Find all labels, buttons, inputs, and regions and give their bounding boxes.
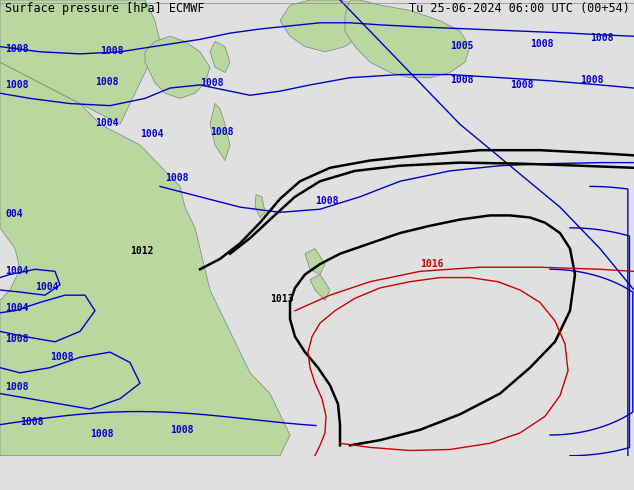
Text: 1008: 1008 — [530, 39, 553, 49]
Polygon shape — [280, 0, 370, 52]
Text: 004: 004 — [5, 210, 23, 220]
Text: 1008: 1008 — [510, 80, 533, 90]
Text: Tu 25-06-2024 06:00 UTC (00+54): Tu 25-06-2024 06:00 UTC (00+54) — [409, 2, 630, 15]
Text: 1016: 1016 — [420, 259, 444, 269]
Polygon shape — [210, 103, 230, 161]
Text: 1008: 1008 — [5, 80, 29, 90]
Text: 1004: 1004 — [95, 119, 119, 128]
Polygon shape — [345, 0, 470, 78]
Text: 1004: 1004 — [35, 282, 58, 292]
Polygon shape — [255, 195, 265, 218]
Text: 1008: 1008 — [165, 173, 188, 183]
Text: 1004: 1004 — [5, 303, 29, 313]
Text: 1008: 1008 — [210, 126, 233, 137]
Text: 1008: 1008 — [50, 352, 74, 363]
Text: 1008: 1008 — [5, 383, 29, 392]
Text: 1004: 1004 — [5, 267, 29, 276]
Text: 1013: 1013 — [270, 294, 294, 304]
Text: 1008: 1008 — [590, 33, 614, 44]
Text: 1008: 1008 — [95, 77, 119, 87]
Polygon shape — [305, 248, 325, 274]
Text: 1008: 1008 — [5, 44, 29, 54]
Text: 1008: 1008 — [100, 46, 124, 56]
Text: Surface pressure [hPa] ECMWF: Surface pressure [hPa] ECMWF — [5, 2, 205, 15]
Polygon shape — [0, 0, 290, 456]
Text: 1008: 1008 — [580, 75, 604, 85]
Text: 1008: 1008 — [90, 429, 113, 439]
Text: 1004: 1004 — [140, 129, 164, 139]
Text: 1008: 1008 — [315, 196, 339, 206]
Text: 1005: 1005 — [450, 41, 474, 50]
Text: 1008: 1008 — [450, 75, 474, 85]
Text: 1012: 1012 — [130, 246, 153, 256]
Text: 1008: 1008 — [200, 78, 224, 88]
Text: 1008: 1008 — [20, 416, 44, 427]
Text: 1008: 1008 — [5, 334, 29, 344]
Polygon shape — [0, 0, 160, 124]
Polygon shape — [310, 274, 330, 300]
Polygon shape — [210, 42, 230, 73]
Polygon shape — [145, 36, 210, 98]
Text: 1008: 1008 — [170, 425, 193, 435]
